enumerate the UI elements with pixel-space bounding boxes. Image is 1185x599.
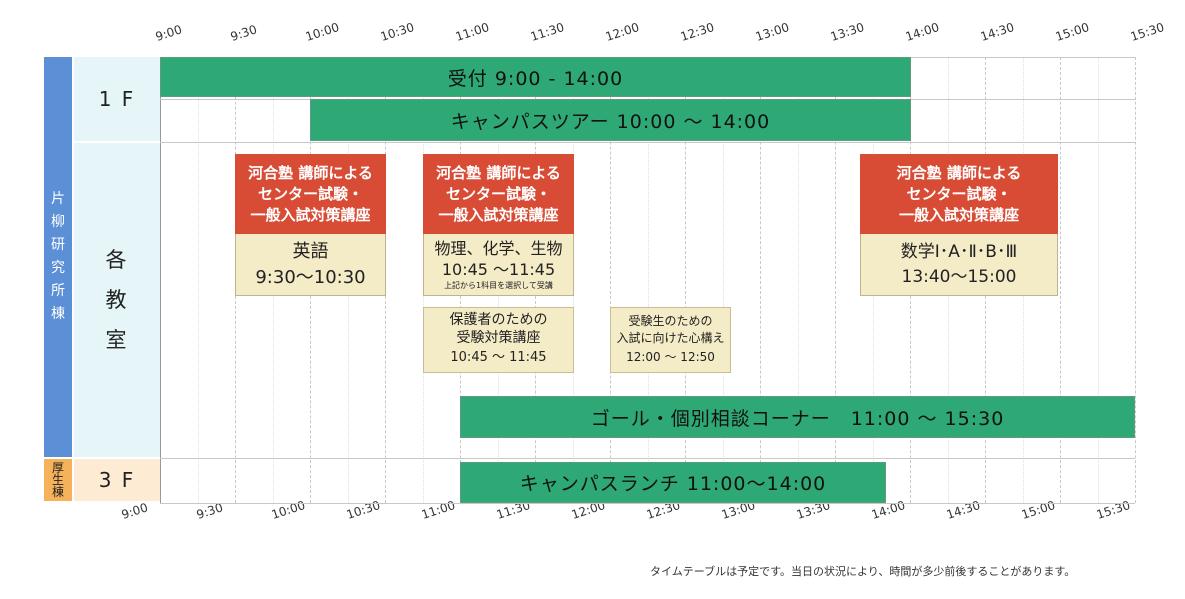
time-label: 13:00: [753, 19, 791, 44]
time-label: 9:00: [153, 22, 184, 44]
time-label: 15:30: [1094, 497, 1132, 522]
grid-line: [1060, 57, 1061, 503]
seminar-time: 13:40～15:00: [901, 266, 1017, 287]
time-label: 14:00: [903, 19, 941, 44]
seminar-english-body: 英語 9:30～10:30: [235, 234, 386, 296]
floor-label-classroom: 各 教 室: [74, 143, 160, 457]
grid-line: [160, 57, 161, 503]
time-label: 11:00: [453, 19, 491, 44]
seminar-header-line: センター試験・: [257, 184, 363, 203]
reception-text: 受付 9:00 - 14:00: [447, 67, 624, 90]
classroom-char: 室: [105, 328, 129, 352]
time-label: 13:30: [828, 19, 866, 44]
floor-label-1f: 1 F: [74, 57, 160, 141]
grid-subline: [197, 57, 199, 503]
floor-1f-text: 1 F: [98, 87, 136, 111]
seminar-science-body: 物理、化学、生物 10:45 ～11:45 上記から1科目を選択して受講: [423, 234, 574, 296]
time-label: 14:30: [944, 497, 982, 522]
seminar-time: 9:30～10:30: [255, 266, 366, 288]
building-char: 柳: [51, 214, 65, 230]
grid-subline: [797, 57, 799, 503]
seminar-math-body: 数学Ⅰ･A･Ⅱ･B･Ⅲ 13:40～15:00: [860, 234, 1058, 296]
grid-subline: [722, 57, 724, 503]
goal-consult-text: ゴール・個別相談コーナー 11:00 ～ 15:30: [590, 407, 1005, 430]
time-label: 11:00: [419, 497, 457, 522]
building-char: 研: [51, 237, 65, 253]
grid-line: [760, 57, 761, 503]
seminar-header-line: センター試験・: [445, 184, 551, 203]
time-label: 11:30: [528, 19, 566, 44]
time-label: 9:30: [228, 22, 259, 44]
time-label: 14:30: [978, 19, 1016, 44]
time-label: 10:30: [344, 497, 382, 522]
building-char: 生: [51, 473, 64, 487]
seminar-english-header: 河合塾 講師による センター試験・ 一般入試対策講座: [235, 154, 386, 234]
seminar-math-header: 河合塾 講師による センター試験・ 一般入試対策講座: [860, 154, 1058, 234]
reception-bar: 受付 9:00 - 14:00: [160, 57, 911, 97]
time-label: 15:30: [1128, 19, 1166, 44]
seminar-header-line: 河合塾 講師による: [436, 163, 561, 182]
grid-row-line: [160, 503, 1135, 504]
time-label: 15:00: [1053, 19, 1091, 44]
student-seminar-box: 受験生のための 入試に向けた心構え 12:00 ～ 12:50: [610, 307, 731, 373]
building-char: 棟: [51, 485, 64, 499]
classroom-char: 教: [105, 288, 129, 312]
campus-lunch-bar: キャンパスランチ 11:00～14:00: [460, 462, 886, 503]
building-char: 片: [51, 191, 65, 207]
seminar-header-line: 一般入試対策講座: [250, 205, 371, 224]
guardian-time: 10:45 ～ 11:45: [450, 350, 547, 365]
campus-tour-text: キャンパスツアー 10:00 ～ 14:00: [450, 110, 771, 133]
building-char: 究: [51, 260, 65, 276]
grid-subline: [647, 57, 649, 503]
seminar-header-line: 一般入試対策講座: [898, 205, 1019, 224]
campus-tour-bar: キャンパスツアー 10:00 ～ 14:00: [310, 99, 911, 141]
guardian-line: 受験対策講座: [456, 330, 541, 346]
building-char: 所: [51, 283, 65, 299]
seminar-header-line: 河合塾 講師による: [896, 163, 1022, 182]
footnote: タイムテーブルは予定です。当日の状況により、時間が多少前後することがあります。: [650, 563, 1075, 579]
classroom-char: 各: [105, 248, 129, 272]
seminar-note: 上記から1科目を選択して受講: [444, 280, 553, 290]
building-label-katayanagi: 片 柳 研 究 所 棟: [44, 57, 72, 457]
grid-line: [835, 57, 836, 503]
grid-line: [685, 57, 686, 503]
time-label: 15:00: [1019, 497, 1057, 522]
grid-subline: [1097, 57, 1099, 503]
guardian-seminar-box: 保護者のための 受験対策講座 10:45 ～ 11:45: [423, 307, 574, 373]
seminar-science-header: 河合塾 講師による センター試験・ 一般入試対策講座: [423, 154, 574, 234]
floor-label-3f: 3 F: [74, 459, 160, 501]
grid-line: [1135, 57, 1136, 503]
seminar-subject: 数学Ⅰ･A･Ⅱ･B･Ⅲ: [900, 241, 1018, 262]
guardian-line: 保護者のための: [449, 312, 548, 328]
seminar-time: 10:45 ～11:45: [441, 259, 556, 279]
time-label: 12:00: [603, 19, 641, 44]
time-label: 10:30: [378, 19, 416, 44]
grid-line: [610, 57, 611, 503]
time-label: 10:00: [303, 19, 341, 44]
building-char: 棟: [51, 306, 65, 322]
grid-row-line: [160, 142, 1135, 143]
seminar-subject: 英語: [292, 240, 329, 262]
seminar-header-line: 一般入試対策講座: [438, 205, 559, 224]
floor-3f-text: 3 F: [98, 468, 136, 492]
student-time: 12:00 ～ 12:50: [626, 350, 715, 364]
goal-consult-bar: ゴール・個別相談コーナー 11:00 ～ 15:30: [460, 396, 1135, 438]
seminar-header-line: センター試験・: [906, 184, 1012, 203]
student-line: 入試に向けた心構え: [616, 331, 725, 345]
grid-row-line: [160, 458, 1135, 459]
student-line: 受験生のための: [628, 314, 713, 328]
time-label: 9:00: [119, 500, 150, 522]
seminar-header-line: 河合塾 講師による: [248, 163, 373, 182]
campus-lunch-text: キャンパスランチ 11:00～14:00: [519, 473, 827, 495]
time-label: 12:30: [678, 19, 716, 44]
footnote-text: タイムテーブルは予定です。当日の状況により、時間が多少前後することがあります。: [650, 565, 1076, 578]
seminar-subject: 物理、化学、生物: [434, 238, 563, 258]
building-char: 厚: [51, 461, 64, 475]
building-label-kosei: 厚 生 棟: [44, 459, 72, 501]
time-label: 10:00: [269, 497, 307, 522]
